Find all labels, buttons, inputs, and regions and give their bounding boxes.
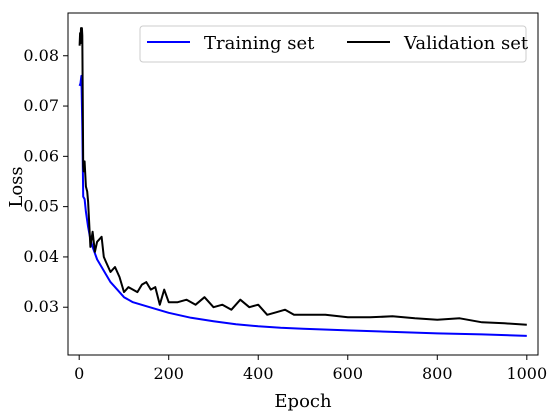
y-tick-label: 0.03 xyxy=(23,297,59,316)
legend-label-validation: Validation set xyxy=(403,33,529,54)
y-tick-label: 0.06 xyxy=(23,146,59,165)
x-tick-label: 800 xyxy=(422,364,453,383)
y-tick-label: 0.04 xyxy=(23,247,59,266)
x-tick-label: 0 xyxy=(74,364,84,383)
x-axis-label: Epoch xyxy=(274,391,332,412)
ticks-layer: 0 200 400 600 800 1000 0.03 0.04 0.05 0.06 0.07 0.0… xyxy=(23,46,547,383)
x-tick-label: 1000 xyxy=(506,364,547,383)
x-tick-label: 200 xyxy=(153,364,184,383)
plot-frame xyxy=(67,12,539,356)
x-tick-label: 400 xyxy=(243,364,274,383)
legend-label-training: Training set xyxy=(204,33,315,54)
y-tick-label: 0.07 xyxy=(23,96,59,115)
series-line-training xyxy=(78,74,527,337)
legend: Training set Validation set xyxy=(139,25,529,63)
y-tick-label: 0.05 xyxy=(23,197,59,216)
y-tick-label: 0.08 xyxy=(23,46,59,65)
series-line-validation xyxy=(78,27,527,326)
x-tick-label: 600 xyxy=(332,364,363,383)
legend-box xyxy=(139,25,527,63)
series-layer xyxy=(78,27,527,337)
y-axis-label: Loss xyxy=(6,166,27,207)
